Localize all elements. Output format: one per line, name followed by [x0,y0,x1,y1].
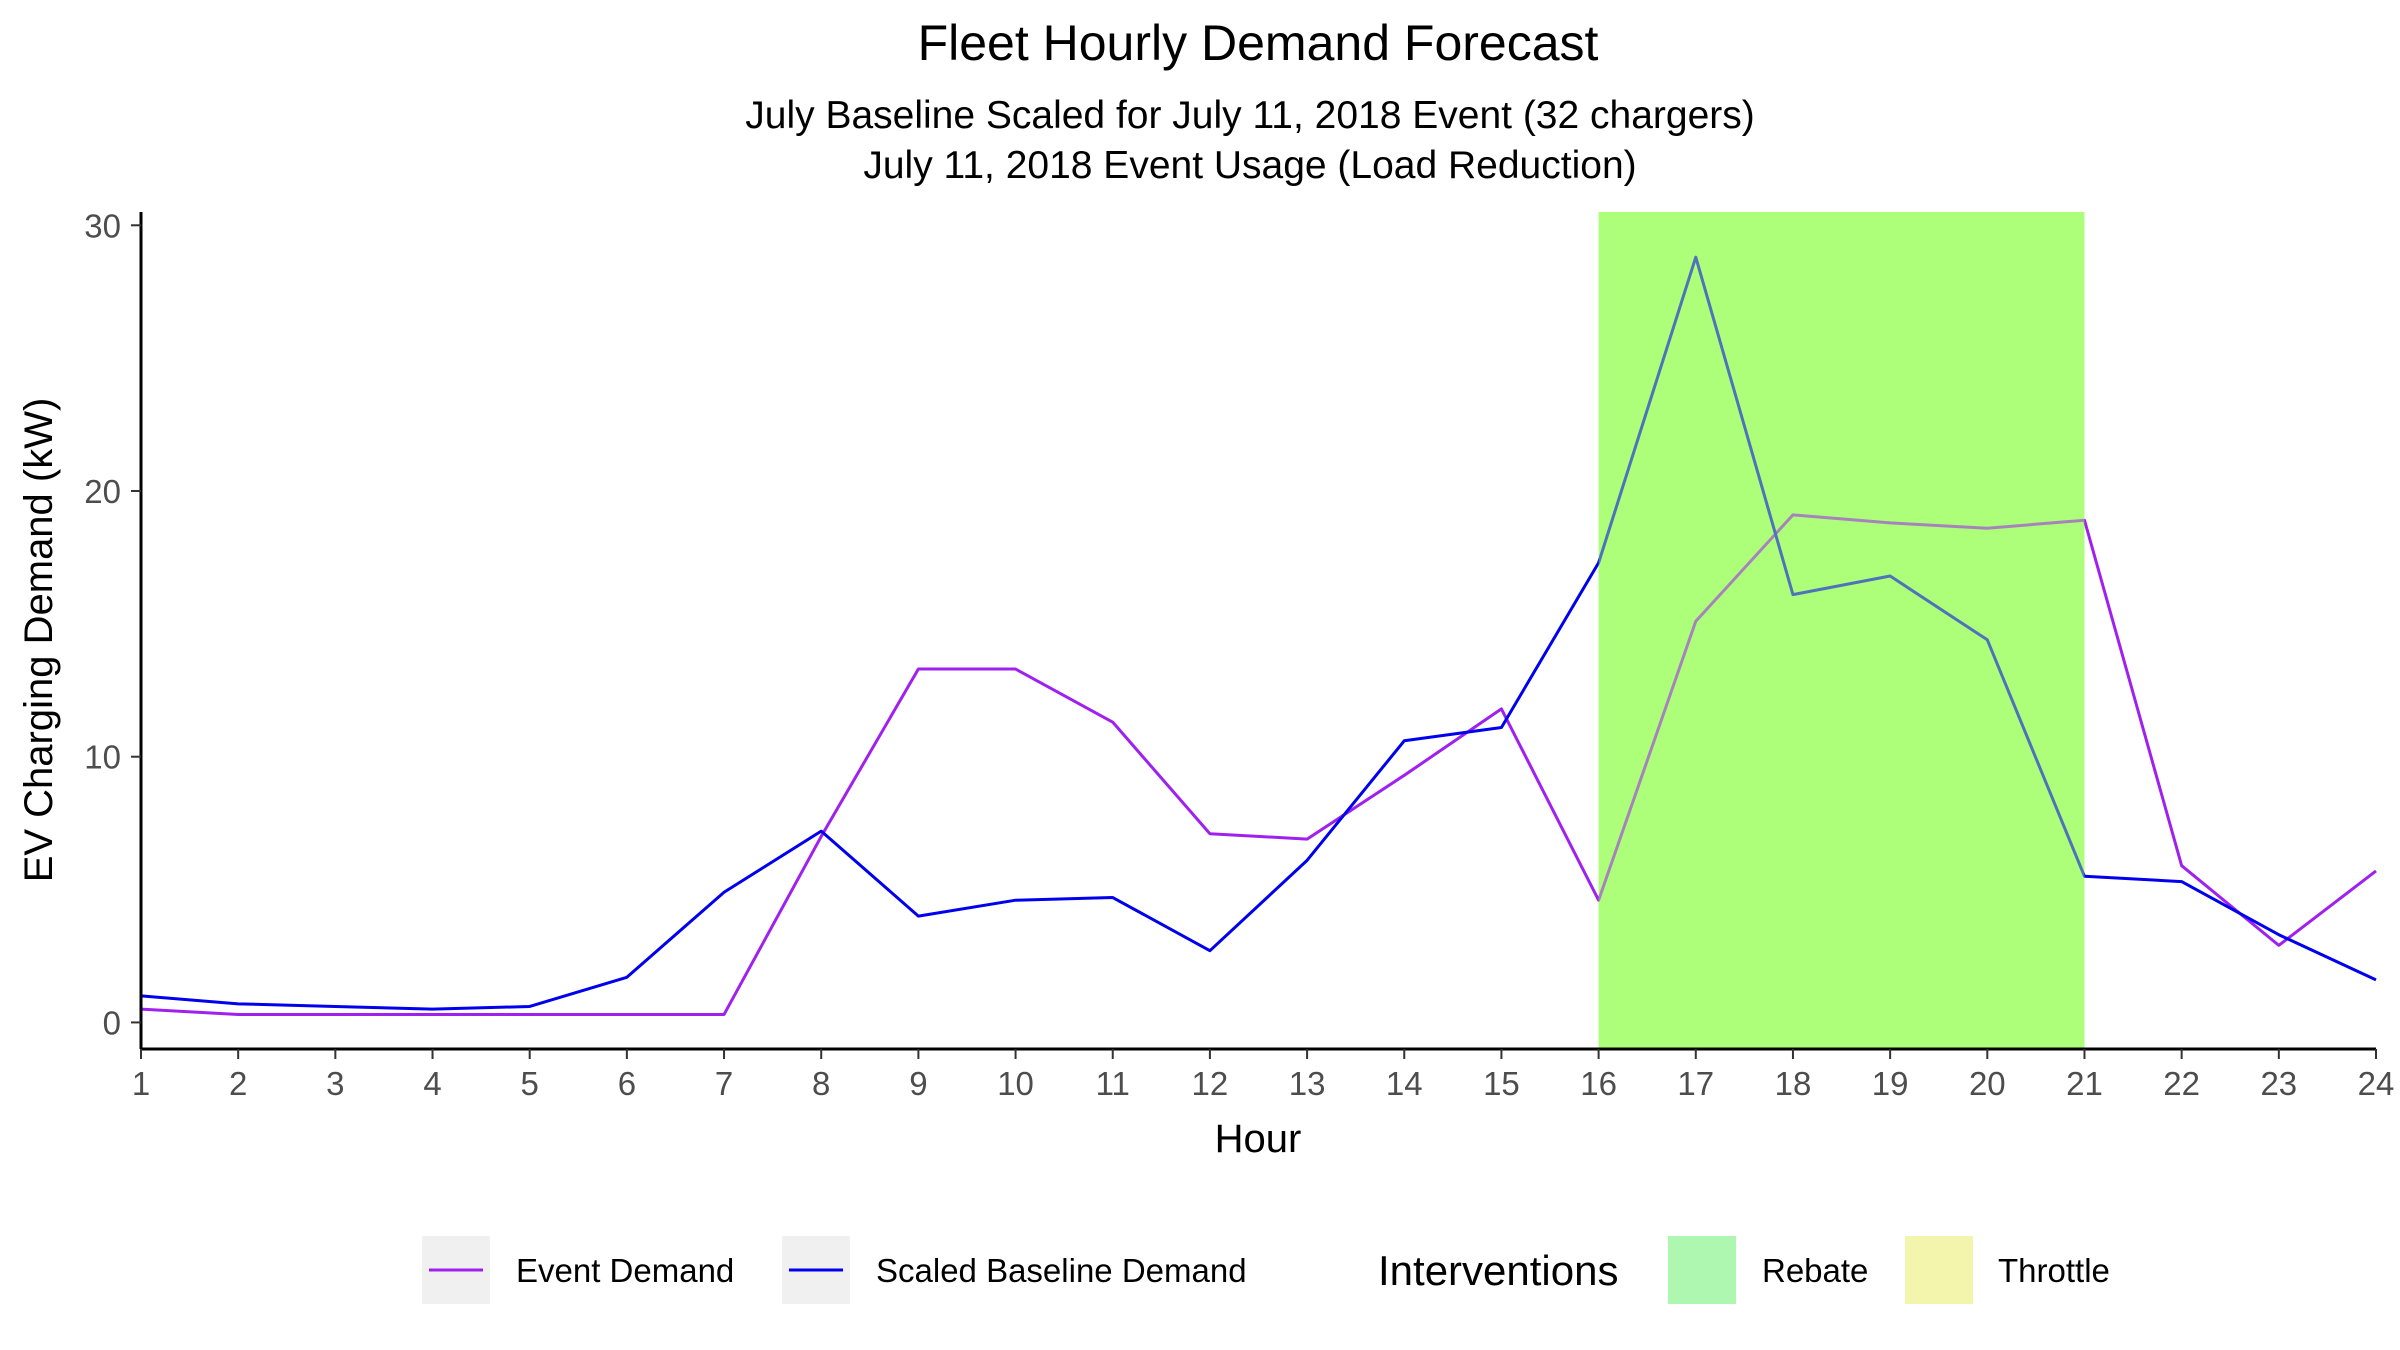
x-tick-label: 22 [2163,1065,2200,1102]
series-line-scaled-baseline-demand [140,255,2377,1011]
x-tick-label: 5 [521,1065,539,1102]
series-line-event-demand [140,513,2377,1016]
x-tick-label: 24 [2358,1065,2395,1102]
x-tick-label: 9 [909,1065,927,1102]
legend-label-event-demand: Event Demand [516,1252,734,1289]
legend-label-rebate: Rebate [1762,1252,1868,1289]
y-tick-label: 30 [84,207,121,244]
x-tick-label: 14 [1386,1065,1423,1102]
x-tick-label: 20 [1969,1065,2006,1102]
x-axis-ticks: 1 2 3 4 5 6 7 8 9 10 11 12 13 14 15 16 17 18 19 20 21 22 23 24 [132,1049,2395,1102]
y-axis-title: EV Charging Demand (kW) [17,398,61,883]
y-tick-label: 20 [84,473,121,510]
x-tick-label: 17 [1677,1065,1714,1102]
x-tick-label: 3 [326,1065,344,1102]
x-tick-label: 10 [997,1065,1034,1102]
series-lines [140,212,2377,1049]
x-tick-label: 1 [132,1065,150,1102]
x-tick-label: 11 [1096,1065,1130,1102]
legend-swatch-throttle [1905,1236,1973,1304]
chart-subtitle-line-1: July Baseline Scaled for July 11, 2018 E… [745,94,1755,137]
x-tick-label: 21 [2066,1065,2103,1102]
x-tick-label: 8 [812,1065,830,1102]
y-tick-label: 10 [84,739,121,776]
x-tick-label: 13 [1289,1065,1326,1102]
legend-swatch-rebate [1668,1236,1736,1304]
chart-subtitle-line-2: July 11, 2018 Event Usage (Load Reductio… [863,144,1636,187]
x-tick-label: 6 [618,1065,636,1102]
legend: Event Demand Scaled Baseline Demand Inte… [422,1236,2110,1304]
x-tick-label: 4 [423,1065,441,1102]
legend-label-throttle: Throttle [1998,1252,2110,1289]
x-tick-label: 2 [229,1065,247,1102]
intervention-band-rebate [1598,212,2085,1049]
x-tick-label: 12 [1192,1065,1229,1102]
y-axis-ticks: 0 10 20 30 [84,207,141,1041]
x-tick-label: 18 [1775,1065,1812,1102]
chart-title: Fleet Hourly Demand Forecast [918,15,1599,71]
x-axis-title: Hour [1215,1117,1302,1161]
x-tick-label: 15 [1483,1065,1520,1102]
intervention-band-overlay-rebate [1598,212,2085,1049]
y-tick-label: 0 [103,1004,121,1041]
intervention-bands [1598,212,2085,1049]
x-tick-label: 7 [715,1065,733,1102]
x-tick-label: 16 [1580,1065,1617,1102]
axes [139,212,2376,1051]
x-tick-label: 23 [2260,1065,2297,1102]
legend-title-interventions: Interventions [1378,1247,1618,1294]
x-tick-label: 19 [1872,1065,1909,1102]
legend-label-scaled-baseline-demand: Scaled Baseline Demand [876,1252,1247,1289]
